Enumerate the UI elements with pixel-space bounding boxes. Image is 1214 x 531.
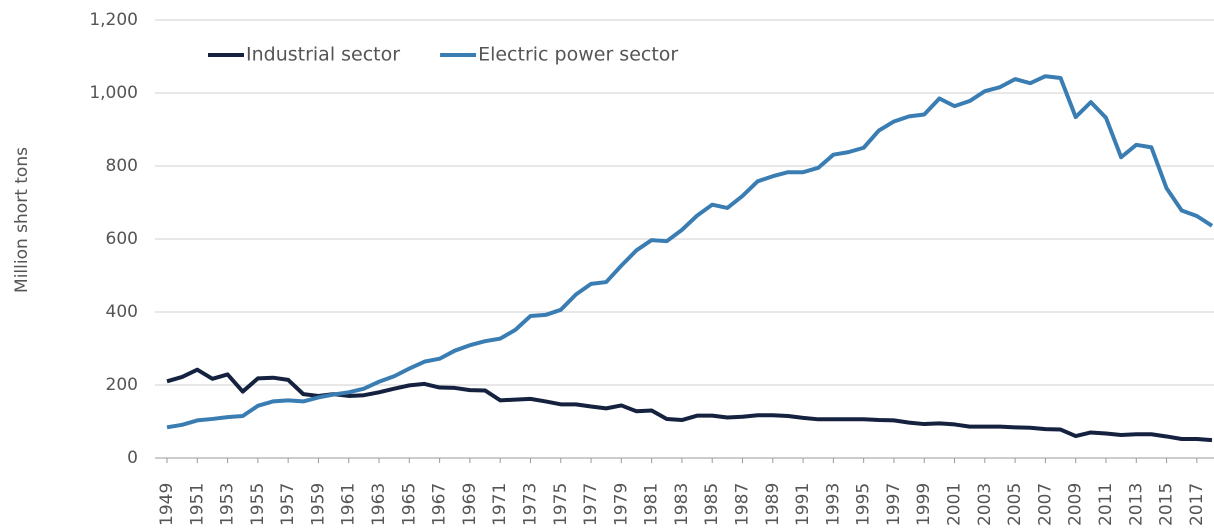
y-tick-label: 200: [106, 375, 138, 395]
x-tick-label: 1985: [702, 483, 722, 526]
x-tick-label: 1977: [581, 483, 601, 526]
legend-label: Electric power sector: [478, 44, 678, 66]
x-tick-label: 1969: [460, 483, 480, 526]
x-tick-label: 1983: [672, 483, 692, 526]
series-line: [166, 74, 1214, 430]
y-tick-label: 800: [106, 156, 138, 176]
x-tick-label: 1999: [914, 483, 934, 526]
y-tick-label: 0: [127, 448, 138, 468]
x-tick-label: 1961: [339, 483, 359, 526]
x-tick-label: 1957: [278, 483, 298, 526]
x-tick-label: 2005: [1005, 483, 1025, 526]
x-tick-label: 2009: [1066, 483, 1086, 526]
x-tick-label: 2003: [975, 483, 995, 526]
y-tick-label: 600: [106, 229, 138, 249]
x-tick-label: 1967: [430, 483, 450, 526]
x-tick-label: 1987: [733, 483, 753, 526]
y-tick-label: 1,000: [89, 83, 138, 103]
x-tick-label: 1955: [248, 483, 268, 526]
x-tick-label: 1991: [793, 483, 813, 526]
y-tick-label: 1,200: [89, 10, 138, 30]
x-tick-label: 1981: [642, 483, 662, 526]
x-tick-label: 1993: [823, 483, 843, 526]
x-tick-label: 1997: [884, 483, 904, 526]
x-tick-label: 2015: [1157, 483, 1177, 526]
x-tick-label: 1971: [490, 483, 510, 526]
y-tick-label: 400: [106, 302, 138, 322]
x-tick-label: 2007: [1035, 483, 1055, 526]
x-tick-label: 1995: [854, 483, 874, 526]
x-tick-label: 1951: [187, 483, 207, 526]
x-tick-label: 1959: [308, 483, 328, 526]
x-tick-label: 2017: [1187, 483, 1207, 526]
legend-label: Industrial sector: [246, 44, 400, 66]
x-tick-label: 1989: [763, 483, 783, 526]
x-tick-label: 1965: [399, 483, 419, 526]
x-tick-label: 1953: [218, 483, 238, 526]
y-axis-label: Million short tons: [12, 147, 32, 293]
x-tick-label: 1963: [369, 483, 389, 526]
x-tick-label: 2013: [1126, 483, 1146, 526]
x-tick-label: 1979: [611, 483, 631, 526]
x-tick-label: 1949: [157, 483, 177, 526]
x-tick-label: 1973: [520, 483, 540, 526]
x-tick-label: 2001: [945, 483, 965, 526]
x-tick-label: 1975: [551, 483, 571, 526]
series-line: [166, 367, 1213, 443]
x-tick-label: 2011: [1096, 483, 1116, 526]
